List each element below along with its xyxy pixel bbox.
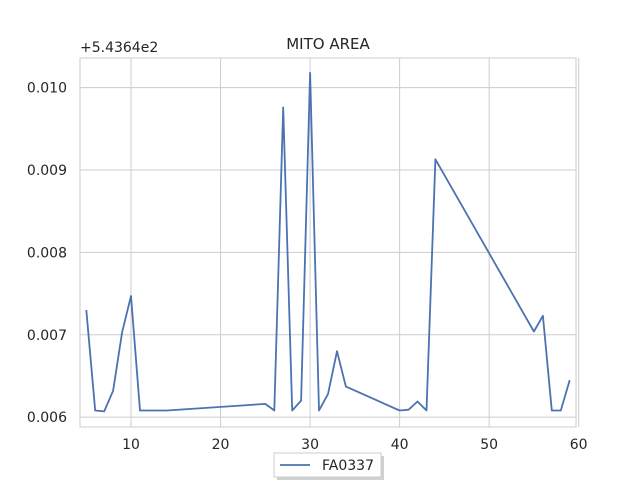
chart-title: MITO AREA [286,35,370,53]
grid-lines [80,58,580,427]
series-layer [85,71,571,413]
x-tick-label: 60 [570,437,588,453]
y-tick-label: 0.008 [27,245,67,261]
x-tick-label: 50 [480,437,498,453]
plot-frame [79,57,577,428]
y-axis-offset-label: +5.4364e2 [80,40,158,56]
legend: FA0337 [273,452,384,480]
y-axis-ticks: 0.006 0.007 0.008 0.009 0.010 [27,81,67,426]
y-tick-label: 0.010 [27,81,67,97]
series-line [85,71,571,413]
y-tick-label: 0.009 [27,163,67,179]
x-tick-label: 30 [301,437,319,453]
x-tick-label: 40 [391,437,409,453]
x-tick-label: 10 [122,437,140,453]
y-tick-label: 0.006 [27,410,67,426]
x-tick-label: 20 [212,437,230,453]
x-axis-ticks: 10 20 30 40 50 60 [122,437,587,453]
legend-label: FA0337 [322,458,374,474]
y-tick-label: 0.007 [27,328,67,344]
